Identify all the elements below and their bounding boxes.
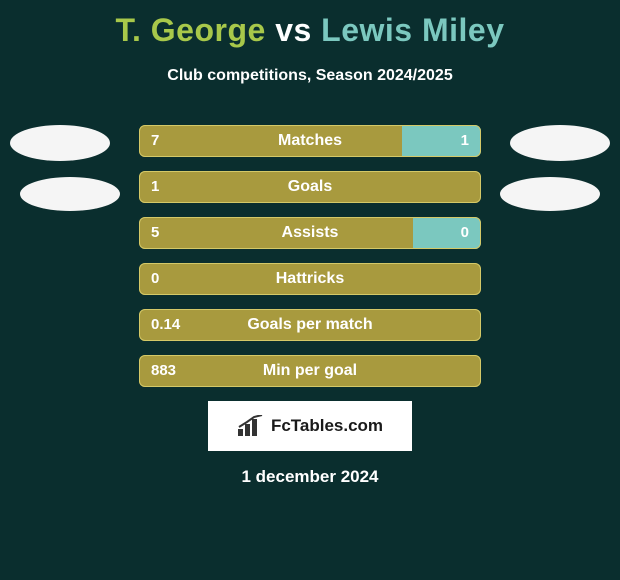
title-vs: vs — [275, 12, 312, 48]
stat-row: 1Goals — [139, 171, 481, 203]
stat-rows: 71Matches 1Goals 50Assists 0Hattricks 0.14Go… — [139, 125, 481, 387]
stat-row: 71Matches — [139, 125, 481, 157]
subtitle: Club competitions, Season 2024/2025 — [0, 67, 620, 85]
stat-label: Goals per match — [139, 309, 481, 341]
player2-avatar-placeholder — [510, 125, 610, 161]
stat-row: 50Assists — [139, 217, 481, 249]
branding-badge: FcTables.com — [208, 401, 412, 451]
player2-badge-placeholder — [500, 177, 600, 211]
stat-row: 883Min per goal — [139, 355, 481, 387]
stat-label: Matches — [139, 125, 481, 157]
title-player1: T. George — [115, 12, 265, 48]
player1-avatar-placeholder — [10, 125, 110, 161]
fctables-logo-icon — [237, 415, 265, 437]
stat-label: Hattricks — [139, 263, 481, 295]
page-title: T. George vs Lewis Miley — [0, 0, 620, 49]
title-player2: Lewis Miley — [321, 12, 504, 48]
stat-label: Goals — [139, 171, 481, 203]
stat-label: Assists — [139, 217, 481, 249]
stat-row: 0Hattricks — [139, 263, 481, 295]
branding-text: FcTables.com — [271, 416, 383, 436]
date-text: 1 december 2024 — [0, 467, 620, 487]
stat-label: Min per goal — [139, 355, 481, 387]
player1-badge-placeholder — [20, 177, 120, 211]
comparison-chart: 71Matches 1Goals 50Assists 0Hattricks 0.14Go… — [0, 125, 620, 387]
stat-row: 0.14Goals per match — [139, 309, 481, 341]
